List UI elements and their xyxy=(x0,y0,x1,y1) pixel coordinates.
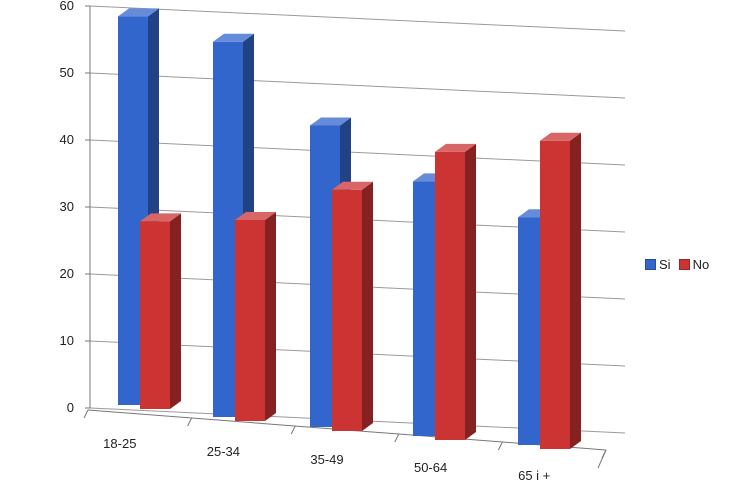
bar-side xyxy=(570,132,581,450)
x-tick-mark xyxy=(187,417,193,427)
bar-top xyxy=(435,143,476,152)
bar-side xyxy=(465,143,476,440)
x-tick-label: 65 i + xyxy=(518,468,550,483)
x-tick-mark xyxy=(394,433,400,443)
y-tick-label: 50 xyxy=(60,65,74,80)
y-tick-label: 60 xyxy=(60,0,74,13)
legend-swatch-si xyxy=(645,259,656,270)
bar-front xyxy=(235,220,265,421)
y-tick-label: 0 xyxy=(67,400,74,415)
bar-no-35-49 xyxy=(332,181,373,431)
bar-top xyxy=(235,212,276,220)
legend-item-no: No xyxy=(678,257,710,272)
bar-front xyxy=(332,189,362,431)
x-tick-mark xyxy=(497,441,503,451)
chart-legend: Si No xyxy=(645,257,717,272)
bar-top xyxy=(118,8,159,17)
chart-bars xyxy=(118,8,581,450)
legend-label-si: Si xyxy=(659,257,671,272)
bar-top xyxy=(310,117,351,126)
y-tick-label: 10 xyxy=(60,333,74,348)
x-tick-label: 50-64 xyxy=(414,460,447,475)
bar-no-50-64 xyxy=(435,143,476,440)
chart-labels: 0 10 20 30 40 50 60 18-25 25-34 35-49 50-64 65 i + xyxy=(60,0,551,483)
x-tick-mark xyxy=(83,409,89,419)
y-tick-label: 20 xyxy=(60,266,74,281)
legend-label-no: No xyxy=(692,257,710,272)
bar-front xyxy=(140,221,170,409)
bar-top xyxy=(540,132,581,141)
bar-front xyxy=(435,151,465,440)
bar-top xyxy=(140,213,181,222)
legend-swatch-no xyxy=(678,259,690,270)
x-tick-mark xyxy=(601,449,607,459)
gridline xyxy=(89,139,626,166)
x-tick-label: 25-34 xyxy=(207,444,240,459)
bar-side xyxy=(170,213,181,409)
bar-side xyxy=(265,212,276,421)
bar-top xyxy=(213,33,254,42)
legend-item-si: Si xyxy=(645,257,671,272)
bar-side xyxy=(362,181,373,431)
y-tick-label: 40 xyxy=(60,132,74,147)
x-tick-label: 18-25 xyxy=(103,436,136,451)
bar-front xyxy=(540,140,570,450)
gridline xyxy=(89,5,626,32)
gridline xyxy=(89,72,626,99)
bar-no-65i+ xyxy=(540,132,581,450)
bar-top xyxy=(332,181,373,190)
x-tick-label: 35-49 xyxy=(310,452,343,467)
bar-no-25-34 xyxy=(235,212,276,421)
bar-no-18-25 xyxy=(140,213,181,409)
y-tick-label: 30 xyxy=(60,199,74,214)
x-tick-mark xyxy=(290,425,296,435)
